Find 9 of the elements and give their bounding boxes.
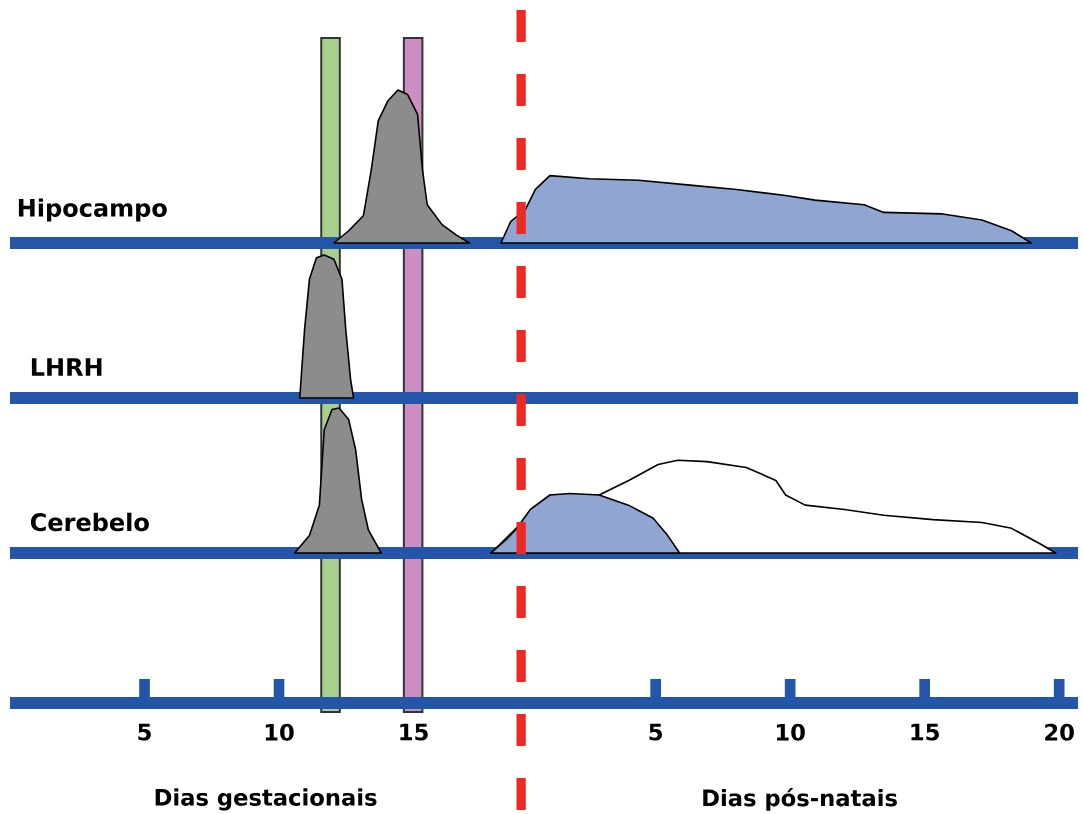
x-tick-label: 10 [265, 723, 294, 741]
x-tick-label: 5 [138, 723, 151, 741]
text: LHRH [31, 358, 102, 376]
text: Cerebelo [30, 512, 149, 532]
text: Dias pós-natais [703, 787, 897, 811]
x2-tick-label: 20 [1045, 723, 1074, 741]
text: Hipocampo [18, 198, 167, 222]
text: Dias gestacionais [155, 788, 377, 811]
x-tick-label: 15 [400, 723, 428, 741]
